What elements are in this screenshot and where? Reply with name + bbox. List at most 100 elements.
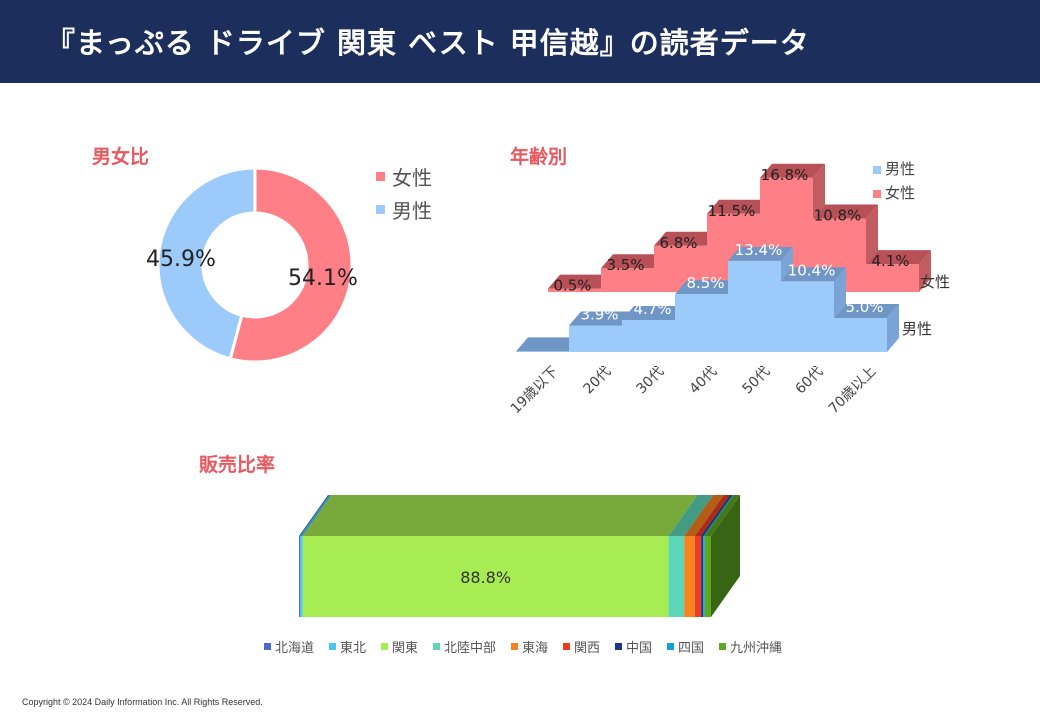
male-value-3: 8.5%	[686, 274, 724, 292]
sales-legend-swatch-6	[615, 643, 622, 650]
sales-segment-top-2	[302, 495, 698, 536]
male-step-2	[622, 320, 675, 352]
male-step-top-0	[516, 337, 581, 352]
sales-legend-swatch-7	[667, 643, 674, 650]
male-step-6	[834, 318, 887, 352]
donut-label-0: 54.1%	[288, 266, 358, 291]
sales-chart-title: 販売比率	[199, 454, 276, 476]
sales-segment-top-4	[684, 495, 724, 536]
male-step-top-1	[569, 311, 634, 326]
female-value-3: 11.5%	[708, 202, 756, 220]
sales-segment-5	[694, 536, 702, 617]
age-category-5: 60代	[793, 364, 827, 398]
sales-legend-label-7: 四国	[678, 641, 704, 656]
age-legend-swatch-1	[873, 190, 881, 198]
gender-chart-title: 男女比	[92, 146, 150, 168]
male-step-top-5	[781, 267, 846, 282]
female-step-0	[548, 288, 601, 292]
header-bar: 『まっぷる ドライブ 関東 ベスト 甲信越』の読者データ	[0, 0, 1040, 83]
age-category-4: 50代	[740, 364, 774, 398]
female-step-side-5	[866, 204, 878, 265]
sales-segment-1	[300, 536, 303, 617]
sales-legend-label-5: 関西	[574, 641, 600, 656]
male-value-4: 13.4%	[735, 241, 783, 259]
female-step-side-4	[813, 163, 825, 219]
female-step-top-4	[760, 163, 825, 178]
sales-legend-label-3: 北陸中部	[444, 640, 496, 656]
age-category-6: 70歳以上	[826, 364, 880, 418]
sales-legend-swatch-1	[329, 643, 336, 650]
age-row-label-female: 女性	[920, 273, 950, 291]
age-row-label-male: 男性	[902, 320, 932, 338]
sales-segment-6	[701, 536, 704, 617]
sales-segment-top-6	[701, 495, 733, 536]
sales-segment-7	[703, 536, 705, 617]
sales-legend-label-0: 北海道	[275, 641, 314, 656]
sales-legend-swatch-8	[719, 643, 726, 650]
male-step-4	[728, 260, 781, 352]
sales-segment-top-5	[694, 495, 731, 536]
female-step-top-2	[654, 231, 719, 246]
sales-legend-label-8: 九州沖縄	[730, 641, 782, 656]
sales-segment-top-7	[703, 495, 734, 536]
sales-3d-bar-chart: 88.8% 北海道 東北 関東 北陸中部 東海 関西 中国 四国 九州沖縄	[264, 495, 782, 656]
sales-legend-label-4: 東海	[522, 640, 548, 656]
female-step-1	[601, 268, 654, 292]
male-step-side-5	[834, 267, 846, 318]
female-value-1: 3.5%	[606, 256, 644, 274]
sales-legend-swatch-0	[264, 643, 271, 650]
male-step-side-6	[887, 304, 899, 352]
donut-slice-1	[156, 166, 257, 361]
legend-swatch-1	[376, 205, 385, 214]
legend-swatch-0	[376, 172, 385, 181]
female-value-4: 16.8%	[761, 166, 809, 184]
sales-segment-top-0	[299, 495, 330, 536]
female-value-5: 10.8%	[814, 207, 862, 225]
male-value-2: 4.7%	[633, 300, 671, 318]
legend-label-1: 男性	[392, 199, 432, 223]
page-title: 『まっぷる ドライブ 関東 ベスト 甲信越』の読者データ	[46, 26, 810, 60]
female-step-6	[866, 264, 919, 292]
age-category-1: 20代	[581, 364, 615, 398]
female-step-top-0	[548, 274, 613, 289]
sales-segment-2	[302, 536, 669, 617]
male-value-0: 0.1%	[527, 315, 565, 333]
age-category-3: 40代	[687, 364, 721, 398]
age-legend-swatch-0	[873, 166, 881, 174]
male-step-top-2	[622, 306, 687, 321]
sales-segment-8	[704, 536, 711, 617]
female-step-top-6	[866, 250, 931, 265]
female-step-top-5	[813, 204, 878, 219]
male-value-6: 5.0%	[845, 298, 883, 316]
male-step-0	[516, 351, 569, 352]
sales-segment-4	[684, 536, 695, 617]
age-chart-title: 年齢別	[510, 146, 568, 168]
age-category-0: 19歳以下	[508, 364, 562, 418]
female-value-0: 0.5%	[553, 277, 591, 295]
male-step-side-4	[781, 246, 793, 282]
sales-legend-swatch-3	[433, 643, 440, 650]
female-step-top-3	[707, 199, 772, 214]
female-step-top-1	[601, 254, 666, 269]
sales-value-2: 88.8%	[460, 568, 511, 587]
sales-segment-top-8	[704, 495, 740, 536]
sales-segment-top-1	[300, 495, 332, 536]
male-step-3	[675, 294, 728, 352]
male-step-1	[569, 325, 622, 352]
male-value-1: 3.9%	[580, 305, 618, 323]
age-3d-chart: 0.5% 0.1% 3.5% 3.9% 6.8% 4.7% 11.5% 8.5% 16.8% 13…	[508, 160, 950, 417]
age-category-2: 30代	[634, 364, 668, 398]
sales-segment-0	[299, 536, 301, 617]
donut-slice-0	[228, 166, 354, 364]
age-legend-label-0: 男性	[885, 160, 915, 178]
male-step-top-3	[675, 280, 740, 295]
female-value-2: 6.8%	[659, 234, 697, 252]
donut-label-1: 45.9%	[146, 247, 216, 272]
sales-legend-label-2: 関東	[392, 640, 418, 656]
male-step-top-4	[728, 246, 793, 261]
male-step-5	[781, 281, 834, 352]
female-step-side-6	[919, 250, 931, 292]
male-value-5: 10.4%	[788, 261, 836, 279]
sales-bar-side	[711, 495, 740, 617]
